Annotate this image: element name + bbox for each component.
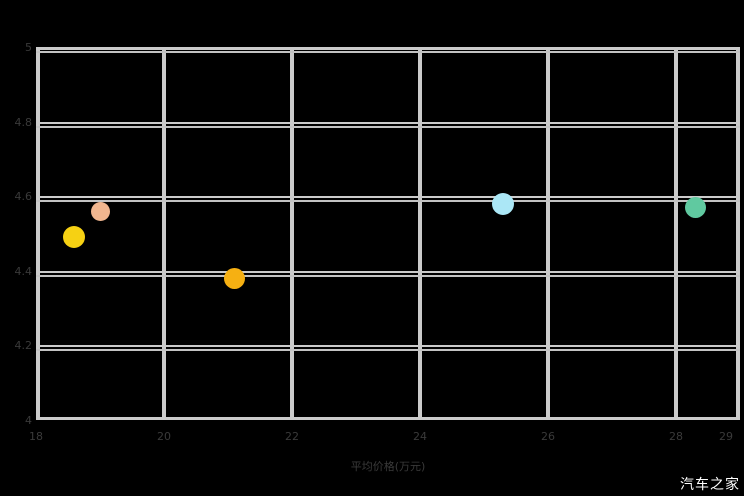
y-tick-label: 4 (25, 414, 32, 427)
x-tick-label: 20 (157, 430, 171, 443)
watermark-autohome: 汽车之家 (680, 477, 740, 493)
axis-frame-bottom (36, 417, 740, 420)
y-tick-label: 4.8 (14, 115, 33, 129)
grid-line-vertical (290, 47, 294, 420)
point-peach[interactable] (90, 201, 110, 221)
grid-line-horizontal (36, 270, 740, 273)
x-tick-label: 28 (669, 430, 683, 443)
point-gold[interactable] (63, 226, 86, 249)
grid-line-vertical (162, 47, 166, 420)
plot-area (36, 47, 740, 420)
x-tick-label: 24 (413, 430, 427, 443)
grid-line-horizontal (36, 121, 740, 124)
y-tick-label: 4.2 (14, 339, 33, 353)
point-lightblue[interactable] (492, 192, 515, 215)
x-tick-label: 22 (285, 430, 299, 443)
point-green[interactable] (684, 196, 706, 218)
grid-line-horizontal (36, 47, 740, 49)
x-tick-label: 29 (719, 430, 733, 443)
x-tick-label: 18 (29, 430, 43, 443)
axis-frame-left (36, 47, 40, 420)
point-amber[interactable] (223, 267, 245, 289)
grid-line-horizontal-echo (36, 349, 740, 352)
grid-line-horizontal-echo (36, 125, 740, 128)
y-tick-label: 4.4 (14, 264, 33, 278)
grid-line-horizontal-echo (36, 274, 740, 277)
x-tick-label: 26 (541, 430, 555, 443)
grid-line-horizontal (36, 345, 740, 348)
axis-frame-right (736, 47, 740, 420)
grid-line-horizontal-echo (36, 51, 740, 53)
grid-line-horizontal-echo (36, 200, 740, 203)
grid-line-vertical (674, 47, 678, 420)
grid-line-vertical (546, 47, 550, 420)
grid-line-vertical (418, 47, 422, 420)
grid-line-horizontal (36, 196, 740, 199)
y-tick-label: 5 (25, 41, 32, 54)
x-axis-title: 平均价格(万元) (350, 460, 426, 473)
y-tick-label: 4.6 (14, 190, 33, 204)
